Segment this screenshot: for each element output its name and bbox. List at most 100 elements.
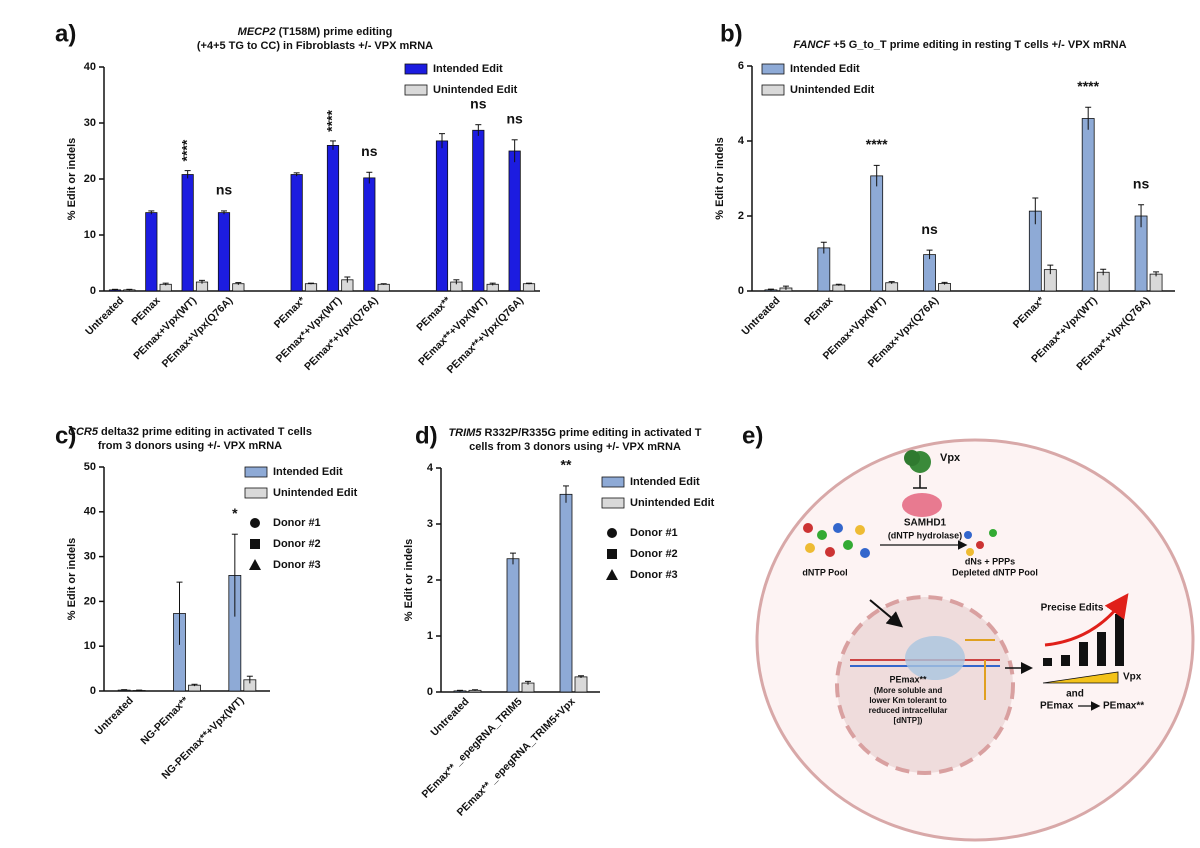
y-tick-label: 2 xyxy=(738,210,744,222)
bar xyxy=(507,559,519,692)
from-label: PEmax xyxy=(1040,701,1074,712)
bar xyxy=(1150,274,1162,291)
bar xyxy=(473,130,484,291)
y-tick-label: 0 xyxy=(738,285,744,297)
x-tick-label: PEmax*+Vpx(Q76A) xyxy=(302,295,380,373)
chart-title: FANCF +5 G_to_T prime editing in resting… xyxy=(793,39,1126,51)
enzyme-label: SAMHD1 xyxy=(904,518,947,529)
legend-marker xyxy=(250,518,260,528)
bar xyxy=(378,284,389,291)
significance: ns xyxy=(361,143,378,159)
significance: * xyxy=(232,505,238,521)
editor-note: lower Km tolerant to xyxy=(869,696,946,705)
y-tick-label: 0 xyxy=(90,685,96,697)
chart-title: MECP2 (T158M) prime editing xyxy=(238,26,393,38)
y-tick-label: 4 xyxy=(427,462,434,474)
title-text: R332P/R335G prime editing in activated T xyxy=(485,427,702,439)
y-tick-label: 30 xyxy=(84,551,96,563)
x-tick-label: PEmax* xyxy=(272,294,309,331)
y-tick-label: 20 xyxy=(84,595,96,607)
legend-marker xyxy=(606,569,618,580)
chart-title: TRIM5 R332P/R335G prime editing in activ… xyxy=(448,427,701,439)
x-tick-label: PEmax xyxy=(129,294,162,327)
legend-label: Unintended Edit xyxy=(433,84,518,96)
legend-swatch xyxy=(762,85,784,95)
panel-chart: d) TRIM5 R332P/R335G prime editing in act… xyxy=(403,422,715,818)
bar xyxy=(818,248,830,291)
y-tick-label: 6 xyxy=(738,60,744,72)
legend-marker xyxy=(249,559,261,570)
y-tick-label: 10 xyxy=(84,229,96,241)
y-tick-label: 1 xyxy=(427,630,433,642)
x-tick-label: Untreated xyxy=(83,295,126,338)
editor-note: (More soluble and xyxy=(874,686,943,695)
legend-label: Donor #1 xyxy=(630,527,678,539)
title-gene: FANCF xyxy=(793,39,830,51)
y-tick-label: 4 xyxy=(738,135,745,147)
bar xyxy=(1082,119,1094,292)
panel-chart: a) MECP2 (T158M) prime editing (+4+5 TG to… xyxy=(55,20,540,376)
vpx-icon xyxy=(904,450,920,466)
panel-label: a) xyxy=(55,20,76,47)
editor-label: PEmax** xyxy=(889,674,927,684)
legend-swatch xyxy=(602,498,624,508)
legend-marker xyxy=(607,528,617,538)
bar xyxy=(436,141,447,291)
y-tick-label: 0 xyxy=(427,686,433,698)
editor-note: reduced intracellular xyxy=(869,706,948,715)
legend-swatch xyxy=(245,488,267,498)
panel-label: d) xyxy=(415,422,438,449)
bar xyxy=(364,178,375,291)
outcome-label: Precise Edits xyxy=(1041,603,1104,614)
y-tick-label: 30 xyxy=(84,117,96,129)
gradient-label: Vpx xyxy=(1123,672,1142,683)
and-label: and xyxy=(1066,689,1084,700)
chart-subtitle: cells from 3 donors using +/- VPX mRNA xyxy=(469,441,681,453)
title-text: (T158M) prime editing xyxy=(279,26,393,38)
legend-label: Unintended Edit xyxy=(273,487,358,499)
legend-label: Intended Edit xyxy=(630,476,700,488)
bar xyxy=(523,284,534,291)
legend-swatch xyxy=(602,477,624,487)
legend-label: Intended Edit xyxy=(790,63,860,75)
legend-label: Donor #3 xyxy=(273,559,321,571)
bar xyxy=(509,151,520,291)
bar xyxy=(886,283,898,291)
editor-note: [dNTP]) xyxy=(894,716,923,725)
legend-label: Intended Edit xyxy=(433,63,503,75)
legend-label: Donor #2 xyxy=(630,548,678,560)
to-label: PEmax** xyxy=(1103,701,1144,712)
legend-swatch xyxy=(405,64,427,74)
title-text: +5 G_to_T prime editing in resting T cel… xyxy=(833,39,1126,51)
legend-label: Unintended Edit xyxy=(790,84,875,96)
legend-label: Donor #1 xyxy=(273,517,321,529)
significance: ns xyxy=(470,95,487,111)
significance: ns xyxy=(921,221,938,237)
x-tick-label: PEmax+Vpx(WT) xyxy=(131,295,199,363)
x-tick-label: NG-PEmax** xyxy=(138,694,191,747)
panel-chart: c)CCR5 delta32 prime editing in activate… xyxy=(55,422,358,781)
y-tick-label: 50 xyxy=(84,461,96,473)
significance: **** xyxy=(178,139,194,161)
significance: **** xyxy=(324,109,340,131)
enzyme-note: (dNTP hydrolase) xyxy=(888,530,962,540)
significance: ** xyxy=(561,457,572,473)
legend-marker xyxy=(250,539,260,549)
bar xyxy=(291,175,302,291)
y-tick-label: 40 xyxy=(84,506,96,518)
chart-subtitle: (+4+5 TG to CC) in Fibroblasts +/- VPX m… xyxy=(197,40,433,52)
bar xyxy=(182,175,193,291)
significance: ns xyxy=(216,182,233,198)
panel-label: b) xyxy=(720,20,743,47)
x-tick-label: PEmax** _epegRNA_TRIM5 xyxy=(420,695,525,800)
title-gene: CCR5 xyxy=(68,426,99,438)
x-tick-label: PEmax**+Vpx(WT) xyxy=(416,295,489,368)
bar xyxy=(327,145,338,291)
chart-subtitle: from 3 donors using +/- VPX mRNA xyxy=(98,440,282,452)
legend-swatch xyxy=(245,467,267,477)
y-axis-label: % Edit or indels xyxy=(66,538,78,621)
legend-swatch xyxy=(405,85,427,95)
chart-title: CCR5 delta32 prime editing in activated … xyxy=(68,426,312,438)
title-gene: MECP2 xyxy=(238,26,276,38)
depleted-label: Depleted dNTP Pool xyxy=(952,567,1038,577)
